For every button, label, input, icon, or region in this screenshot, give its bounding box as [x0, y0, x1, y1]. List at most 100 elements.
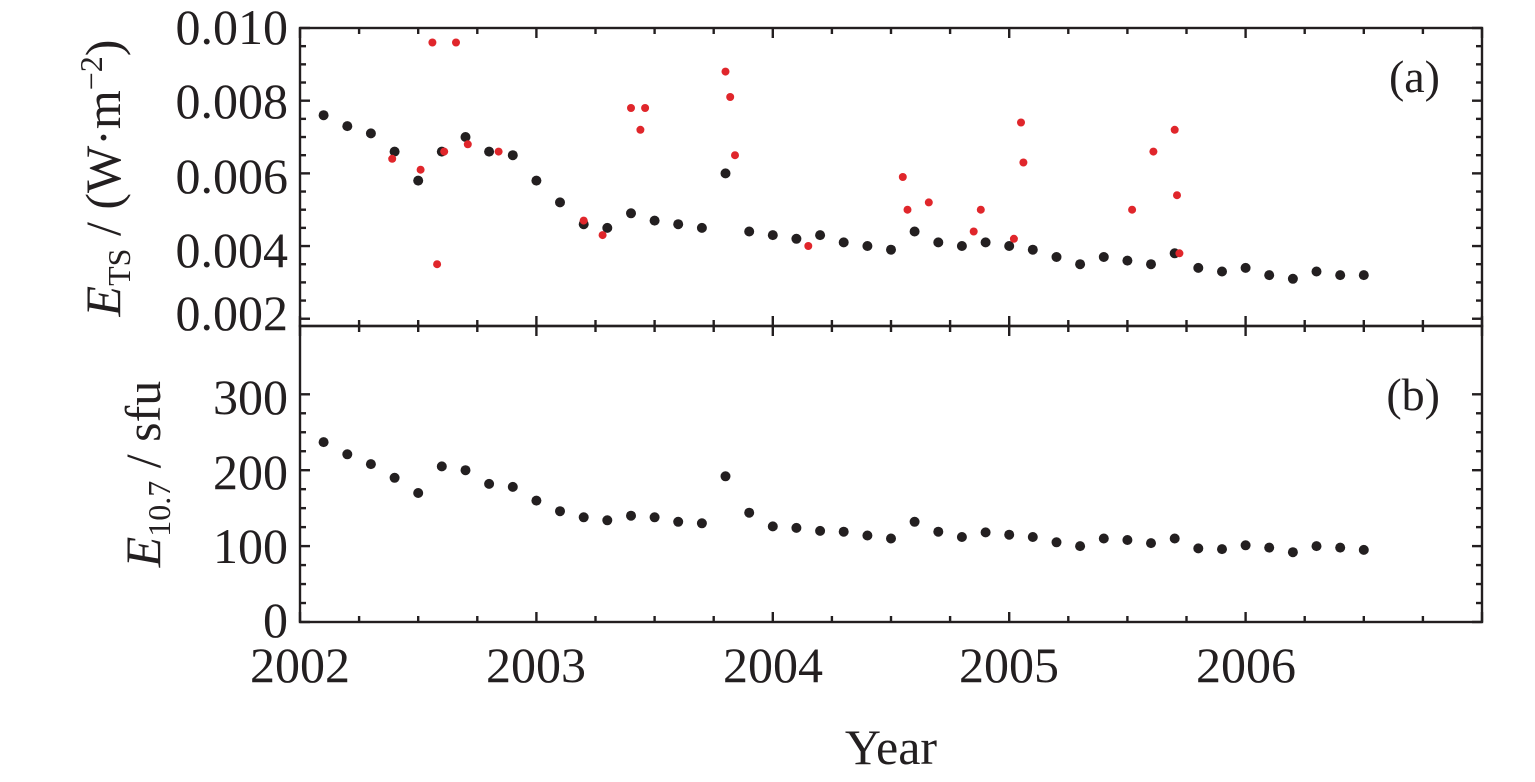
outlier-point	[388, 154, 397, 163]
data-point	[649, 215, 660, 226]
x-tick-label: 2002	[250, 637, 350, 693]
data-point	[696, 222, 707, 233]
data-point	[956, 241, 967, 251]
outlier-point	[1173, 191, 1181, 200]
data-point	[1122, 535, 1133, 545]
data-point	[1193, 543, 1204, 554]
outlier-point	[1017, 118, 1025, 127]
data-point	[1311, 266, 1322, 277]
outlier-point	[579, 216, 588, 225]
data-point	[649, 512, 660, 523]
data-point	[744, 507, 755, 518]
y-axis-unit-close: )	[75, 40, 131, 57]
data-point	[531, 175, 542, 186]
x-tick-label: 2004	[723, 637, 823, 693]
data-point	[555, 197, 565, 208]
data-point	[815, 230, 826, 241]
outlier-point	[636, 125, 645, 134]
data-point	[720, 168, 731, 179]
data-point	[909, 226, 920, 237]
x-tick-label: 2003	[486, 637, 586, 693]
y-tick-label: 100	[213, 518, 288, 574]
data-point	[1264, 270, 1275, 281]
data-point	[413, 175, 424, 186]
data-point	[602, 515, 613, 526]
outlier-point	[641, 104, 650, 112]
data-point	[484, 146, 495, 157]
data-point	[1027, 244, 1038, 255]
points-layer	[318, 38, 1369, 558]
outlier-point	[416, 165, 425, 174]
data-point	[1264, 542, 1275, 553]
outlier-point	[1128, 205, 1137, 214]
data-point	[578, 512, 589, 523]
outlier-point	[1019, 158, 1028, 167]
data-point	[626, 208, 636, 219]
outlier-point	[726, 93, 735, 101]
data-point	[1146, 259, 1156, 270]
data-point	[1004, 529, 1015, 540]
data-point	[886, 533, 896, 544]
y-axis-subscript: TS	[101, 249, 137, 286]
data-point	[933, 526, 944, 537]
data-point	[909, 516, 920, 527]
data-point	[365, 459, 376, 470]
data-point	[365, 128, 376, 139]
y-tick-label: 0.008	[176, 73, 289, 129]
panel-b-y-tick-labels: 300 200 100 0	[213, 369, 288, 648]
data-point	[318, 437, 329, 448]
outlier-point	[433, 260, 442, 269]
data-point	[1051, 537, 1062, 548]
data-point	[484, 478, 495, 489]
data-point	[696, 518, 707, 529]
data-point	[1240, 540, 1251, 551]
data-point	[1075, 259, 1086, 270]
outlier-point	[731, 151, 739, 160]
data-point	[862, 530, 873, 541]
y-tick-label: 300	[213, 369, 288, 425]
data-point	[673, 219, 684, 230]
data-point	[1051, 252, 1062, 262]
outlier-point	[976, 205, 985, 214]
data-point	[791, 233, 802, 244]
panel-b-y-axis-title: E10.7 / sfu	[115, 381, 177, 569]
data-point	[862, 241, 873, 251]
data-point	[460, 132, 471, 142]
data-point	[1122, 255, 1133, 266]
panel-a-y-tick-labels: 0.010 0.008 0.006 0.004 0.002	[176, 0, 289, 341]
y-axis-unit: / sfu	[115, 381, 171, 481]
outlier-point	[1149, 147, 1158, 156]
y-tick-label: 0.010	[176, 0, 289, 55]
data-point	[980, 527, 991, 538]
y-axis-unit-exponent: −2	[73, 56, 109, 90]
data-point	[886, 244, 896, 255]
data-point	[1027, 532, 1038, 542]
data-point	[1335, 270, 1346, 281]
data-point	[1075, 541, 1086, 552]
data-point	[413, 488, 424, 498]
panel-a-y-axis-title: ETS / (W·m−2)	[73, 40, 137, 318]
y-tick-label: 0.004	[176, 222, 289, 278]
data-point	[389, 472, 400, 483]
data-point	[838, 237, 849, 248]
data-point	[1358, 544, 1369, 555]
y-axis-unit: / (W·m	[75, 90, 131, 248]
data-point	[555, 506, 565, 517]
outlier-point	[463, 140, 472, 149]
panel-b-label: (b)	[1386, 369, 1440, 420]
data-point	[1311, 541, 1322, 552]
data-point	[720, 471, 731, 482]
data-point	[389, 146, 400, 157]
outlier-point	[1009, 234, 1018, 243]
data-point	[342, 449, 353, 460]
ticks-layer	[298, 26, 1484, 624]
data-point	[673, 516, 684, 527]
outlier-point	[924, 198, 933, 207]
data-point	[1193, 262, 1204, 273]
data-point	[956, 532, 967, 542]
data-point	[1169, 533, 1180, 544]
y-tick-label: 0	[263, 592, 288, 648]
data-point	[933, 237, 944, 248]
data-point	[1146, 538, 1156, 549]
